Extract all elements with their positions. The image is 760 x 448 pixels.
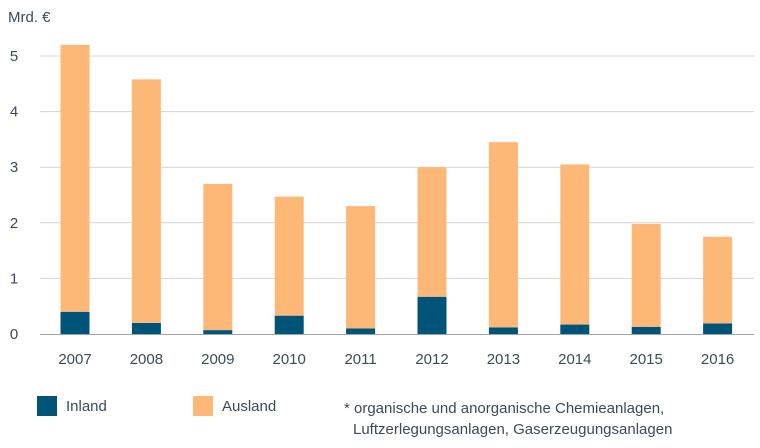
bar-segment-ausland-2011 [346,206,376,329]
y-tick-label: 0 [10,326,18,343]
x-tick-label: 2013 [487,351,520,368]
bar-segment-inland-2011 [346,328,376,334]
bar-segment-ausland-2016 [703,236,733,324]
footnote-line-2: Luftzerlegungsanlagen, Gaserzeugungsanla… [353,421,673,438]
x-tick-label: 2008 [130,351,163,368]
footnote: * organische und anorganische Chemieanla… [344,398,672,440]
legend-label-ausland: Ausland [222,398,277,415]
y-tick-label: 5 [10,48,18,65]
x-tick-label: 2014 [558,351,591,368]
bar-segment-inland-2015 [631,326,661,334]
y-tick-label: 4 [10,104,18,121]
bar-segment-inland-2013 [488,327,518,334]
x-tick-label: 2011 [344,351,376,368]
footnote-line-1: * organische und anorganische Chemieanla… [344,400,665,417]
x-tick-label: 2015 [630,351,663,368]
x-tick-label: 2007 [58,351,91,368]
y-axis-ticks: 0 1 2 3 4 5 [10,48,18,343]
bar-segment-inland-2010 [274,315,304,334]
legend-swatch-inland [37,396,57,416]
bar-segment-inland-2007 [60,311,90,334]
y-tick-label: 2 [10,215,18,232]
bar-segment-ausland-2007 [60,44,90,312]
x-axis-ticks: 2007 2008 2009 2010 2011 2012 2013 2014 2015 2016 [58,351,734,368]
bar-segment-ausland-2014 [560,164,590,325]
x-tick-label: 2010 [273,351,306,368]
bar-segment-ausland-2013 [488,142,518,328]
bar-segment-inland-2008 [131,322,161,334]
y-axis-unit-label: Mrd. € [8,9,51,26]
x-tick-label: 2016 [701,351,734,368]
bar-segment-inland-2016 [703,323,733,334]
bar-segment-ausland-2012 [417,167,447,297]
bar-segment-ausland-2008 [131,79,161,323]
bar-segment-inland-2014 [560,324,590,334]
y-tick-label: 1 [10,270,18,287]
x-tick-label: 2012 [415,351,448,368]
legend-label-inland: Inland [66,398,107,415]
x-tick-label: 2009 [201,351,234,368]
bar-segment-inland-2009 [203,330,233,334]
y-tick-label: 3 [10,159,18,176]
bar-segment-ausland-2015 [631,223,661,327]
bar-segment-ausland-2010 [274,196,304,316]
bar-segment-ausland-2009 [203,183,233,331]
bars [60,44,733,334]
legend-swatch-ausland [193,396,213,416]
bar-segment-inland-2012 [417,296,447,334]
